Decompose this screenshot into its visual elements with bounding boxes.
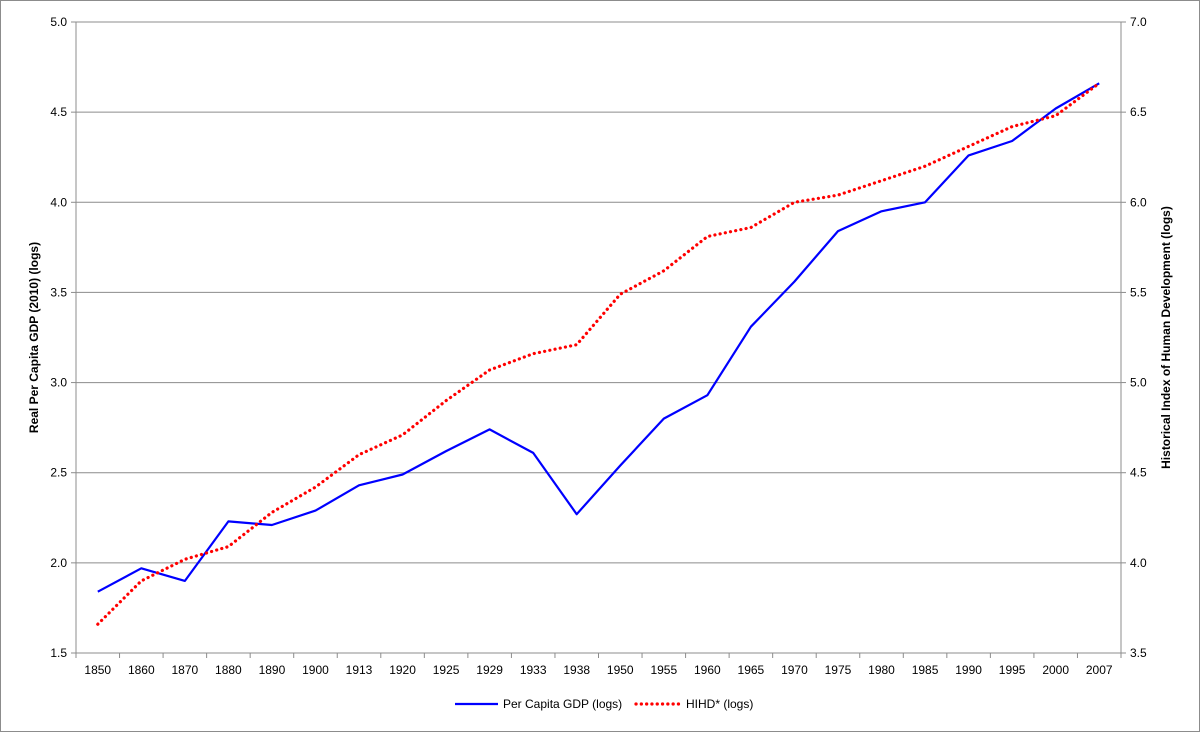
x-tick-label: 1938: [563, 663, 590, 677]
x-tick-labels: 1850 1860 1870 1880 1890 1900 1913 1920 1925 1929…: [84, 663, 1112, 677]
x-tick-label: 1933: [520, 663, 547, 677]
x-tick-label: 2000: [1042, 663, 1069, 677]
y-tick-label-left: 5.0: [50, 15, 67, 29]
x-tick-label: 1925: [433, 663, 460, 677]
x-tick-label: 1880: [215, 663, 242, 677]
x-tick-label: 1890: [259, 663, 286, 677]
legend-label-hihd: HIHD* (logs): [686, 697, 753, 711]
y-tick-label-right: 6.0: [1130, 195, 1147, 209]
x-tick-label: 2007: [1086, 663, 1113, 677]
y-tick-label-left: 4.5: [50, 105, 67, 119]
y-tick-labels-left: 1.5 2.0 2.5 3.0 3.5 4.0 4.5 5.0: [50, 15, 67, 660]
x-tick-label: 1900: [302, 663, 329, 677]
x-tick-label: 1990: [955, 663, 982, 677]
y-tick-label-left: 3.5: [50, 285, 67, 299]
x-tick-label: 1965: [738, 663, 765, 677]
y-tick-label-left: 1.5: [50, 646, 67, 660]
y-axis-title-left: Real Per Capita GDP (2010) (logs): [27, 242, 41, 433]
x-tick-label: 1970: [781, 663, 808, 677]
gridlines: [76, 21, 1121, 654]
x-tick-label: 1850: [84, 663, 111, 677]
y-tick-label-right: 4.5: [1130, 466, 1147, 480]
y-tick-label-left: 3.0: [50, 376, 67, 390]
x-tick-label: 1975: [825, 663, 852, 677]
x-tick-label: 1913: [346, 663, 373, 677]
y-tick-label-right: 5.5: [1130, 285, 1147, 299]
x-tick-label: 1929: [476, 663, 503, 677]
x-tick-label: 1955: [650, 663, 677, 677]
x-tick-label: 1995: [999, 663, 1026, 677]
x-tick-label: 1985: [912, 663, 939, 677]
series-line-gdp: [97, 82, 1100, 593]
y-tick-labels-right: 3.5 4.0 4.5 5.0 5.5 6.0 6.5 7.0: [1130, 15, 1147, 660]
series-line-hihd: [96, 81, 1101, 626]
x-tick-label: 1860: [128, 663, 155, 677]
x-tick-label: 1980: [868, 663, 895, 677]
y-tick-label-right: 5.0: [1130, 376, 1147, 390]
y-tick-label-right: 3.5: [1130, 646, 1147, 660]
y-tick-label-right: 7.0: [1130, 15, 1147, 29]
x-tick-label: 1920: [389, 663, 416, 677]
y-tick-label-left: 2.0: [50, 556, 67, 570]
y-tick-label-right: 4.0: [1130, 556, 1147, 570]
y-tick-label-right: 6.5: [1130, 105, 1147, 119]
axes: [71, 21, 1126, 658]
x-tick-label: 1870: [172, 663, 199, 677]
y-tick-label-left: 4.0: [50, 195, 67, 209]
y-tick-label-left: 2.5: [50, 466, 67, 480]
legend-label-gdp: Per Capita GDP (logs): [503, 697, 622, 711]
x-tick-label: 1960: [694, 663, 721, 677]
series-lines: [96, 81, 1101, 626]
x-tick-label: 1950: [607, 663, 634, 677]
legend: Per Capita GDP (logs) HIHD* (logs): [455, 697, 753, 711]
y-axis-title-right: Historical Index of Human Development (l…: [1159, 206, 1173, 469]
